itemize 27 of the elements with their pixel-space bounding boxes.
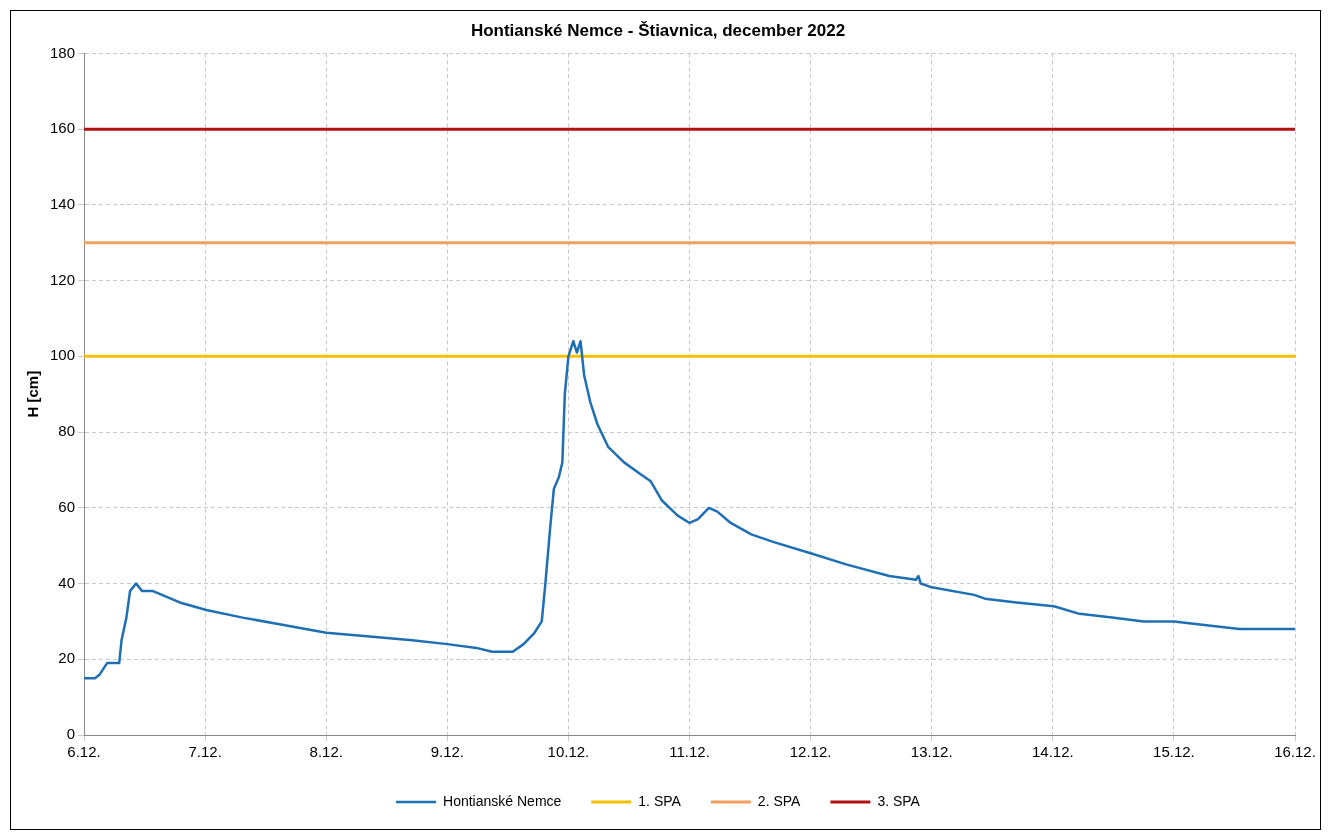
chart-title: Hontianské Nemce - Štiavnica, december 2022 (470, 20, 846, 40)
legend-label: 2. SPA (757, 792, 802, 809)
y-tick-label: 180 (50, 43, 76, 61)
x-tick-label: 12.12. (789, 743, 832, 761)
y-axis-title: H [cm] (24, 370, 42, 418)
y-tick-label: 0 (66, 725, 76, 743)
x-tick-label: 11.12. (669, 743, 710, 761)
y-tick-label: 80 (58, 422, 76, 440)
x-tick-label: 6.12. (67, 743, 101, 761)
legend-label: Hontianské Nemce (443, 792, 562, 809)
x-tick-label: 7.12. (188, 743, 222, 761)
x-tick-label: 16.12. (1274, 743, 1316, 761)
x-tick-label: 9.12. (430, 743, 465, 761)
y-tick-label: 160 (50, 119, 76, 137)
x-tick-label: 15.12. (1153, 743, 1195, 761)
legend-label: 1. SPA (638, 792, 682, 809)
x-tick-label: 10.12. (547, 743, 590, 761)
x-tick-label: 13.12. (910, 743, 953, 761)
y-tick-label: 140 (50, 195, 76, 213)
legend-label: 3. SPA (877, 792, 921, 809)
y-tick-label: 60 (58, 497, 76, 515)
y-tick-label: 20 (58, 649, 76, 667)
x-tick-label: 14.12. (1031, 743, 1074, 761)
y-tick-label: 120 (50, 270, 76, 288)
y-tick-label: 40 (58, 573, 76, 591)
y-tick-label: 100 (50, 346, 76, 364)
x-tick-label: 8.12. (309, 743, 343, 761)
